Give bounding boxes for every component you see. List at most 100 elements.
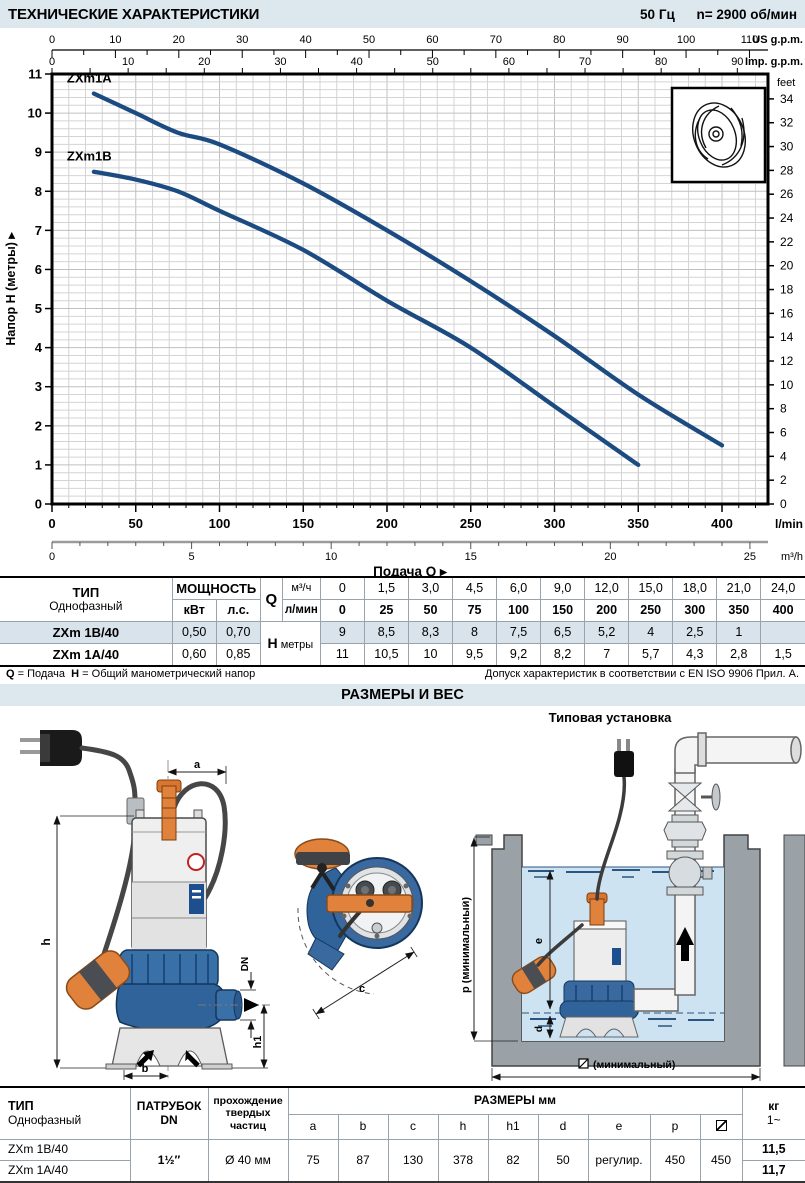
sump-pit bbox=[491, 834, 761, 1067]
size-col-header: a bbox=[288, 1114, 339, 1140]
installation-drawing: p (минимальный) e d (минимальный) bbox=[462, 732, 805, 1081]
svg-text:10: 10 bbox=[780, 378, 794, 392]
dim-dn-label: DN bbox=[240, 957, 251, 971]
kw-unit-cell: кВт bbox=[172, 599, 217, 622]
h-label-cell: H метры bbox=[259, 621, 321, 667]
size-col-header: b bbox=[337, 1114, 389, 1140]
svg-text:1: 1 bbox=[35, 457, 42, 472]
h-value-cell: 8,3 bbox=[407, 621, 454, 644]
hp-value-cell: 0,70 bbox=[215, 621, 261, 644]
check-valve bbox=[666, 850, 713, 896]
svg-text:60: 60 bbox=[426, 34, 438, 46]
weight-cell: 11,5 bbox=[741, 1139, 805, 1161]
svg-text:30: 30 bbox=[236, 34, 248, 46]
svg-text:US g.p.m.: US g.p.m. bbox=[752, 34, 803, 46]
footnote-left: Q = Подача H = Общий манометрический нап… bbox=[6, 668, 256, 680]
svg-text:14: 14 bbox=[780, 330, 794, 344]
model-cell: ZXm 1A/40 bbox=[0, 643, 173, 667]
svg-text:300: 300 bbox=[544, 516, 566, 531]
q-m3h-cell: 0 bbox=[319, 576, 365, 600]
model-cell: ZXm 1B/40 bbox=[0, 1139, 131, 1161]
dn-value-cell: 1½″ bbox=[129, 1139, 209, 1183]
svg-text:50: 50 bbox=[129, 516, 143, 531]
q-lmin-cell: 75 bbox=[451, 599, 498, 622]
size-value-cell: 82 bbox=[487, 1139, 539, 1183]
svg-text:6: 6 bbox=[780, 426, 787, 440]
hp-value-cell: 0,85 bbox=[215, 643, 261, 667]
svg-text:90: 90 bbox=[617, 34, 629, 46]
dimension-p bbox=[470, 836, 518, 1042]
svg-text:11: 11 bbox=[28, 67, 42, 82]
svg-text:0: 0 bbox=[780, 497, 787, 511]
svg-text:80: 80 bbox=[655, 56, 667, 68]
size-col-header: h bbox=[437, 1114, 489, 1140]
size-col-header: d bbox=[537, 1114, 589, 1140]
h-value-cell: 10,5 bbox=[363, 643, 409, 667]
q-m3h-cell: 9,0 bbox=[540, 576, 586, 600]
svg-text:m³/h: m³/h bbox=[781, 551, 803, 563]
svg-text:6: 6 bbox=[35, 262, 42, 277]
q-label-cell: Q bbox=[259, 576, 283, 622]
q-m3h-cell: 3,0 bbox=[407, 576, 454, 600]
q-lmin-cell: 0 bbox=[319, 599, 365, 622]
size-col-header: p bbox=[649, 1114, 701, 1140]
flow-out-arrow-icon bbox=[244, 998, 259, 1012]
svg-text:5: 5 bbox=[35, 301, 42, 316]
speed-value: n= 2900 об/мин bbox=[696, 6, 797, 22]
svg-text:ZXm1B: ZXm1B bbox=[67, 149, 112, 164]
svg-text:0: 0 bbox=[49, 34, 55, 46]
h-value-cell: 10 bbox=[407, 643, 454, 667]
svg-text:10: 10 bbox=[109, 34, 121, 46]
svg-text:0: 0 bbox=[35, 497, 42, 512]
performance-table: ТИП Однофазный МОЩНОСТЬ Q м³/ч 0 1,5 3,0 4,… bbox=[0, 576, 805, 667]
kw-value-cell: 0,60 bbox=[171, 643, 217, 667]
q-m3h-cell: 18,0 bbox=[672, 576, 718, 600]
svg-text:250: 250 bbox=[460, 516, 482, 531]
dim-a-label: a bbox=[194, 759, 201, 771]
h-value-cell: 9,2 bbox=[496, 643, 542, 667]
q-lmin-cell: 100 bbox=[496, 599, 542, 622]
valve-handwheel bbox=[711, 783, 721, 811]
svg-text:0: 0 bbox=[49, 56, 55, 68]
svg-text:350: 350 bbox=[627, 516, 649, 531]
dimensions-table: ТИП Однофазный ПАТРУБОК DN прохождение т… bbox=[0, 1086, 805, 1183]
svg-text:0: 0 bbox=[48, 516, 55, 531]
svg-text:16: 16 bbox=[780, 306, 794, 320]
svg-text:ZXm1A: ZXm1A bbox=[67, 71, 112, 86]
table-row: ТИП Однофазный МОЩНОСТЬ Q м³/ч 0 1,5 3,0 4,… bbox=[0, 576, 805, 622]
q-lmin-cell: 25 bbox=[363, 599, 409, 622]
svg-text:70: 70 bbox=[579, 56, 591, 68]
power-header-cell: МОЩНОСТЬ bbox=[171, 576, 261, 600]
h-value-cell: 8,5 bbox=[363, 621, 409, 644]
solids-value-cell: Ø 40 мм bbox=[207, 1139, 289, 1183]
float-switch-top bbox=[294, 838, 350, 892]
svg-text:20: 20 bbox=[198, 56, 210, 68]
solids-header-cell: прохождение твердых частиц bbox=[207, 1086, 289, 1140]
h-value-cell: 6,5 bbox=[540, 621, 586, 644]
svg-text:100: 100 bbox=[677, 34, 695, 46]
min-diameter-label: (минимальный) bbox=[593, 1059, 675, 1071]
dim-b-label: b bbox=[142, 1063, 149, 1075]
brand-logo bbox=[187, 853, 205, 871]
svg-text:8: 8 bbox=[35, 184, 42, 199]
installed-pump bbox=[559, 892, 639, 1038]
q-m3h-cell: 12,0 bbox=[584, 576, 630, 600]
svg-text:40: 40 bbox=[350, 56, 362, 68]
h-value-cell: 4,3 bbox=[672, 643, 718, 667]
svg-text:28: 28 bbox=[780, 163, 794, 177]
q-m3h-unit-cell: м³/ч bbox=[281, 576, 321, 600]
ground-ledge bbox=[475, 834, 493, 846]
h-value-cell: 9 bbox=[319, 621, 365, 644]
svg-text:4: 4 bbox=[780, 449, 787, 463]
svg-text:7: 7 bbox=[35, 223, 42, 238]
svg-text:0: 0 bbox=[49, 551, 55, 563]
h-value-cell: 4 bbox=[628, 621, 674, 644]
size-col-header: e bbox=[587, 1114, 651, 1140]
svg-text:2: 2 bbox=[780, 473, 787, 487]
size-value-cell: 450 bbox=[649, 1139, 701, 1183]
pump-base bbox=[105, 1027, 233, 1070]
frequency-value: 50 Гц bbox=[640, 6, 675, 22]
union-fitting bbox=[663, 814, 707, 848]
